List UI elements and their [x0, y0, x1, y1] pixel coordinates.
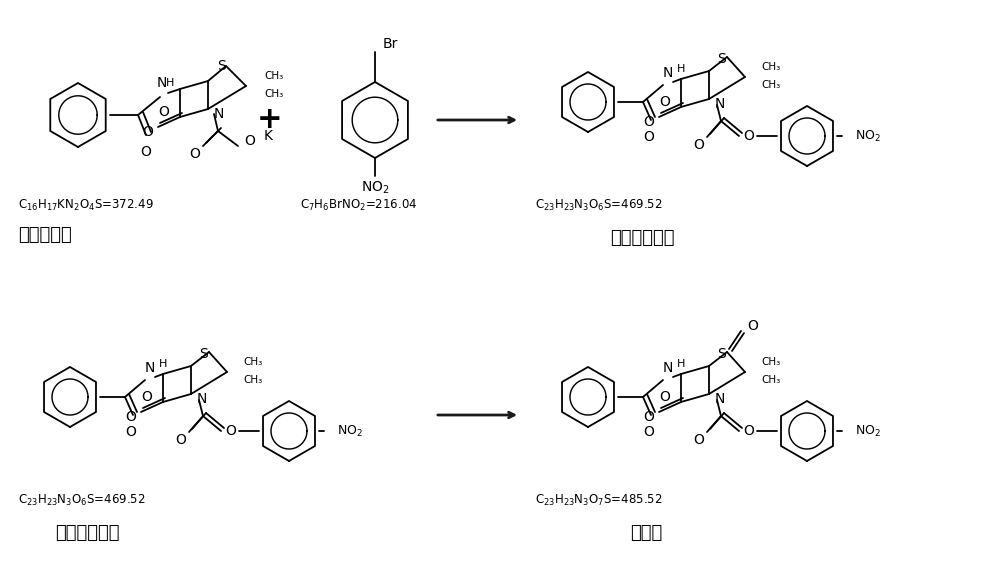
Text: O: O — [126, 425, 136, 439]
Text: O: O — [660, 390, 670, 404]
Text: 氧化物: 氧化物 — [630, 524, 662, 542]
Text: +: + — [257, 105, 283, 134]
Text: C$_{23}$H$_{23}$N$_{3}$O$_{6}$S=469.52: C$_{23}$H$_{23}$N$_{3}$O$_{6}$S=469.52 — [18, 493, 146, 508]
Text: O: O — [748, 319, 758, 333]
Text: O: O — [694, 433, 704, 447]
Text: O: O — [744, 129, 754, 143]
Text: H: H — [166, 78, 174, 88]
Text: O: O — [660, 95, 670, 109]
Text: H: H — [677, 359, 685, 369]
Text: 酵化反应产物: 酵化反应产物 — [55, 524, 120, 542]
Text: N: N — [663, 361, 673, 375]
Text: K: K — [264, 129, 272, 143]
Text: H: H — [159, 359, 167, 369]
Text: C$_{7}$H$_{6}$BrNO$_{2}$=216.04: C$_{7}$H$_{6}$BrNO$_{2}$=216.04 — [300, 197, 417, 212]
Text: N: N — [145, 361, 155, 375]
Text: S: S — [199, 347, 207, 361]
Text: O: O — [694, 138, 704, 152]
Text: CH₃: CH₃ — [243, 357, 262, 367]
Text: H: H — [677, 64, 685, 74]
Text: CH₃: CH₃ — [761, 80, 780, 90]
Text: Br: Br — [383, 37, 398, 51]
Text: NO$_{2}$: NO$_{2}$ — [361, 180, 389, 196]
Text: O: O — [226, 424, 236, 438]
Text: N: N — [715, 97, 725, 111]
Text: NO$_{2}$: NO$_{2}$ — [855, 423, 881, 438]
Text: CH₃: CH₃ — [243, 375, 262, 385]
Text: O: O — [176, 433, 186, 447]
Text: S: S — [717, 52, 725, 66]
Text: O: O — [644, 410, 654, 424]
Text: S: S — [717, 347, 725, 361]
Text: C$_{23}$H$_{23}$N$_{3}$O$_{7}$S=485.52: C$_{23}$H$_{23}$N$_{3}$O$_{7}$S=485.52 — [535, 493, 663, 508]
Text: C$_{16}$H$_{17}$KN$_{2}$O$_{4}$S=372.49: C$_{16}$H$_{17}$KN$_{2}$O$_{4}$S=372.49 — [18, 197, 154, 212]
Text: S: S — [218, 59, 226, 73]
Text: CH₃: CH₃ — [264, 89, 283, 99]
Text: O: O — [159, 105, 169, 119]
Text: O: O — [644, 130, 654, 144]
Text: CH₃: CH₃ — [761, 62, 780, 72]
Text: NO$_{2}$: NO$_{2}$ — [337, 423, 363, 438]
Text: NO$_{2}$: NO$_{2}$ — [855, 129, 881, 144]
Text: O: O — [126, 410, 136, 424]
Text: O: O — [141, 145, 151, 159]
Text: CH₃: CH₃ — [761, 375, 780, 385]
Text: O: O — [644, 425, 654, 439]
Text: O: O — [190, 147, 200, 161]
Text: O: O — [142, 390, 152, 404]
Text: O: O — [245, 134, 255, 148]
Text: O: O — [143, 125, 153, 139]
Text: CH₃: CH₃ — [264, 71, 283, 81]
Text: N: N — [157, 76, 167, 90]
Text: C$_{23}$H$_{23}$N$_{3}$O$_{6}$S=469.52: C$_{23}$H$_{23}$N$_{3}$O$_{6}$S=469.52 — [535, 197, 663, 212]
Text: 青霉素钒盐: 青霉素钒盐 — [18, 226, 72, 244]
Text: N: N — [663, 66, 673, 80]
Text: N: N — [214, 107, 224, 121]
Text: O: O — [644, 115, 654, 129]
Text: N: N — [715, 392, 725, 406]
Text: 酵化反应产物: 酵化反应产物 — [610, 229, 674, 247]
Text: N: N — [197, 392, 207, 406]
Text: O: O — [744, 424, 754, 438]
Text: CH₃: CH₃ — [761, 357, 780, 367]
